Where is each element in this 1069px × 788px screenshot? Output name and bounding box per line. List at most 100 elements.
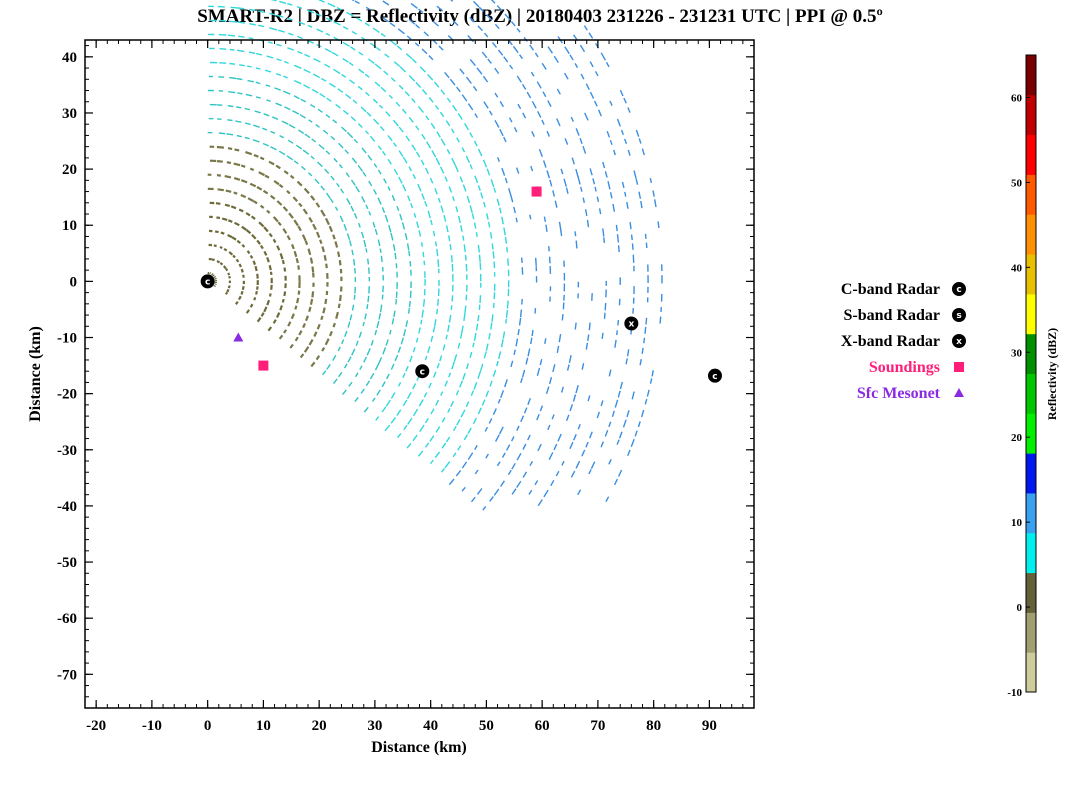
reflectivity-gate: [467, 452, 474, 460]
reflectivity-gate: [546, 130, 551, 137]
reflectivity-gate: [364, 22, 370, 27]
reflectivity-gate: [297, 290, 301, 295]
reflectivity-gate: [464, 305, 467, 314]
reflectivity-gate: [440, 205, 444, 213]
reflectivity-gate: [537, 443, 542, 452]
reflectivity-gate: [440, 468, 446, 473]
reflectivity-gate: [392, 119, 399, 127]
reflectivity-gate: [322, 129, 329, 135]
reflectivity-gate: [336, 182, 340, 188]
reflectivity-gate: [389, 329, 392, 335]
reflectivity-gate: [408, 250, 411, 257]
reflectivity-gate: [324, 48, 332, 53]
reflectivity-gate: [415, 24, 421, 29]
reflectivity-gate: [311, 266, 315, 273]
reflectivity-gate: [257, 24, 265, 28]
reflectivity-gate: [328, 225, 334, 233]
reflectivity-gate: [293, 219, 299, 227]
reflectivity-gate: [527, 348, 531, 357]
reflectivity-gate: [457, 113, 463, 120]
reflectivity-gate: [527, 397, 531, 405]
reflectivity-gate: [339, 215, 344, 223]
reflectivity-gate: [426, 141, 432, 149]
reflectivity-gate: [389, 39, 397, 46]
reflectivity-gate: [483, 101, 489, 109]
reflectivity-gate: [465, 76, 472, 84]
reflectivity-gate: [367, 154, 373, 161]
reflectivity-gate: [283, 90, 291, 95]
reflectivity-gate: [432, 230, 436, 237]
reflectivity-gate: [538, 149, 543, 157]
reflectivity-gate: [283, 75, 288, 79]
reflectivity-gate: [343, 224, 348, 231]
reflectivity-gate: [428, 55, 434, 61]
reflectivity-gate: [630, 234, 633, 241]
reflectivity-gate: [462, 184, 467, 192]
reflectivity-gate: [568, 354, 572, 364]
reflectivity-gate: [238, 35, 245, 38]
reflectivity-gate: [478, 6, 485, 12]
reflectivity-gate: [617, 390, 621, 398]
reflectivity-gate: [321, 347, 326, 352]
reflectivity-gate: [303, 346, 310, 353]
reflectivity-gate: [421, 48, 428, 55]
reflectivity-gate: [629, 222, 632, 230]
reflectivity-gate: [337, 303, 341, 309]
reflectivity-gate: [536, 81, 542, 89]
reflectivity-gate: [255, 96, 261, 99]
reflectivity-gate: [302, 149, 310, 155]
reflectivity-gate: [288, 212, 294, 219]
reflectivity-gate: [337, 88, 344, 93]
reflectivity-gate: [527, 434, 531, 441]
reflectivity-gate: [487, 221, 491, 228]
reflectivity-gate: [654, 199, 657, 208]
reflectivity-gate: [516, 452, 522, 461]
reflectivity-gate: [446, 148, 451, 155]
reflectivity-gate: [450, 400, 455, 408]
reflectivity-gate: [560, 229, 563, 237]
reflectivity-gate: [574, 322, 577, 330]
reflectivity-gate: [475, 323, 479, 331]
reflectivity-gate: [332, 354, 337, 361]
range-ring: [207, 271, 218, 288]
reflectivity-gate: [304, 53, 311, 58]
reflectivity-gate: [377, 357, 383, 365]
reflectivity-gate: [505, 309, 509, 318]
reflectivity-gate: [472, 342, 475, 348]
reflectivity-gate: [310, 361, 316, 368]
reflectivity-gate: [594, 186, 597, 192]
reflectivity-gate: [547, 100, 552, 108]
reflectivity-gate: [424, 418, 429, 424]
reflectivity-gate: [228, 251, 234, 256]
reflectivity-gate: [332, 119, 338, 124]
reflectivity-gate: [448, 186, 453, 193]
svg-text:s: s: [956, 311, 961, 321]
reflectivity-gate: [245, 212, 251, 217]
reflectivity-gate: [545, 386, 550, 395]
reflectivity-gate: [357, 123, 363, 128]
reflectivity-gate: [434, 319, 437, 327]
reflectivity-gate: [374, 228, 378, 236]
reflectivity-gate: [325, 32, 331, 37]
reflectivity-gate: [240, 290, 244, 295]
reflectivity-gate: [606, 130, 611, 138]
reflectivity-gate: [486, 168, 491, 176]
reflectivity-gate: [418, 8, 424, 14]
reflectivity-gate: [584, 112, 589, 121]
reflectivity-gate: [600, 400, 604, 407]
reflectivity-gate: [405, 320, 409, 328]
reflectivity-gate: [294, 305, 298, 310]
reflectivity-gate: [390, 392, 396, 399]
reflectivity-gate: [357, 164, 364, 172]
reflectivity-gate: [256, 52, 263, 56]
reflectivity-gate: [543, 489, 549, 498]
colorbar-bin: [1026, 174, 1036, 215]
reflectivity-gate: [659, 316, 662, 324]
y-tick-label: -30: [57, 443, 77, 459]
reflectivity-gate: [320, 77, 327, 82]
reflectivity-gate: [452, 452, 457, 458]
reflectivity-gate: [338, 259, 342, 266]
reflectivity-gate: [469, 16, 475, 23]
reflectivity-gate: [427, 346, 431, 354]
reflectivity-gate: [408, 166, 413, 172]
